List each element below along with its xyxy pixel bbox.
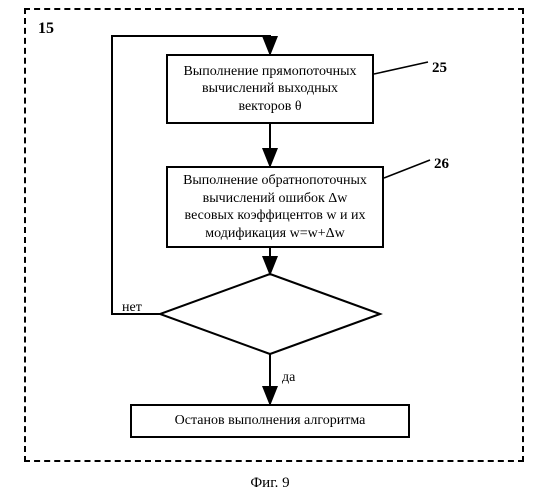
node-decision-text: Достигнут предел вычислений? [180, 300, 360, 334]
node-forward-text: Выполнение прямопоточных вычислений выхо… [178, 63, 362, 116]
node-stop: Останов выполнения алгоритма [130, 404, 410, 438]
node-stop-text: Останов выполнения алгоритма [175, 412, 366, 430]
edge-label-yes: да [282, 370, 295, 386]
ref-label-26: 26 [434, 156, 449, 173]
node-forward-computation: Выполнение прямопоточных вычислений выхо… [166, 54, 374, 124]
edge-label-no: нет [122, 300, 142, 316]
ref-label-25: 25 [432, 60, 447, 77]
node-backprop-computation: Выполнение обратнопоточных вычислений ош… [166, 166, 384, 248]
node-backprop-text: Выполнение обратнопоточных вычислений ош… [178, 172, 372, 242]
figure-caption: Фиг. 9 [250, 475, 289, 492]
figure-number: 15 [38, 20, 54, 38]
